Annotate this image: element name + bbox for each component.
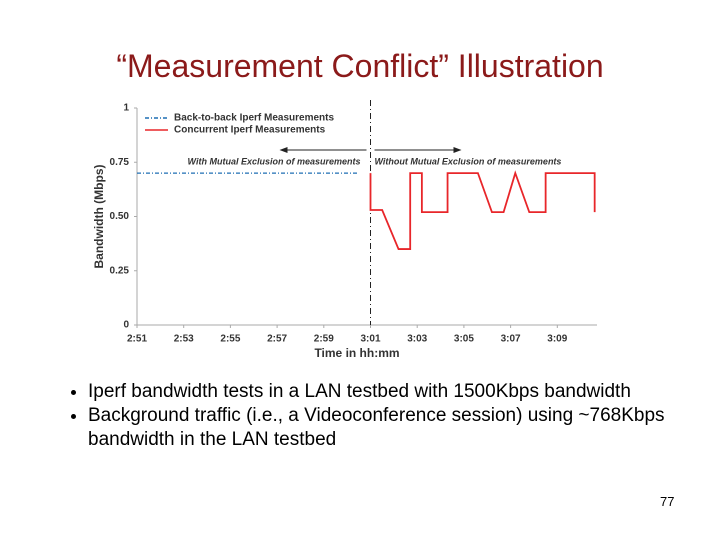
bullet: Iperf bandwidth tests in a LAN testbed w… — [88, 380, 718, 404]
annotation: With Mutual Exclusion of measurements — [188, 156, 361, 166]
y-tick-label: 1 — [123, 103, 129, 114]
x-axis-label: Time in hh:mm — [314, 346, 399, 360]
x-tick-label: 3:07 — [501, 334, 521, 345]
x-tick-label: 2:51 — [127, 334, 147, 345]
x-tick-label: 2:53 — [174, 334, 194, 345]
legend-label: Back-to-back Iperf Measurements — [174, 113, 334, 124]
legend-label: Concurrent Iperf Measurements — [174, 125, 326, 136]
x-tick-label: 3:09 — [547, 334, 567, 345]
page-number: 77 — [660, 494, 675, 509]
x-tick-label: 2:57 — [267, 334, 287, 345]
bullet: Background traffic (i.e., a Videoconfere… — [88, 404, 718, 452]
x-tick-label: 2:55 — [220, 334, 240, 345]
y-tick-label: 0.25 — [110, 265, 130, 276]
annotation: Without Mutual Exclusion of measurements — [375, 156, 562, 166]
x-tick-label: 3:01 — [360, 334, 380, 345]
chart: 0 0.25 0.50 0.75 1 2:51 2:53 2:55 2:57 2:59 3:01 3:… — [92, 100, 597, 360]
slide-title: “Measurement Conflict” Illustration — [116, 48, 604, 84]
series-line — [369, 170, 596, 250]
y-axis-label: Bandwidth (Mbps) — [92, 165, 106, 269]
x-tick-label: 3:03 — [407, 334, 427, 345]
y-tick-label: 0.50 — [110, 211, 130, 222]
x-tick-label: 2:59 — [314, 334, 334, 345]
bullet-list: Iperf bandwidth tests in a LAN testbed w… — [56, 380, 718, 452]
x-tick-label: 3:05 — [454, 334, 474, 345]
y-tick-label: 0 — [123, 320, 129, 331]
y-tick-label: 0.75 — [110, 157, 130, 168]
